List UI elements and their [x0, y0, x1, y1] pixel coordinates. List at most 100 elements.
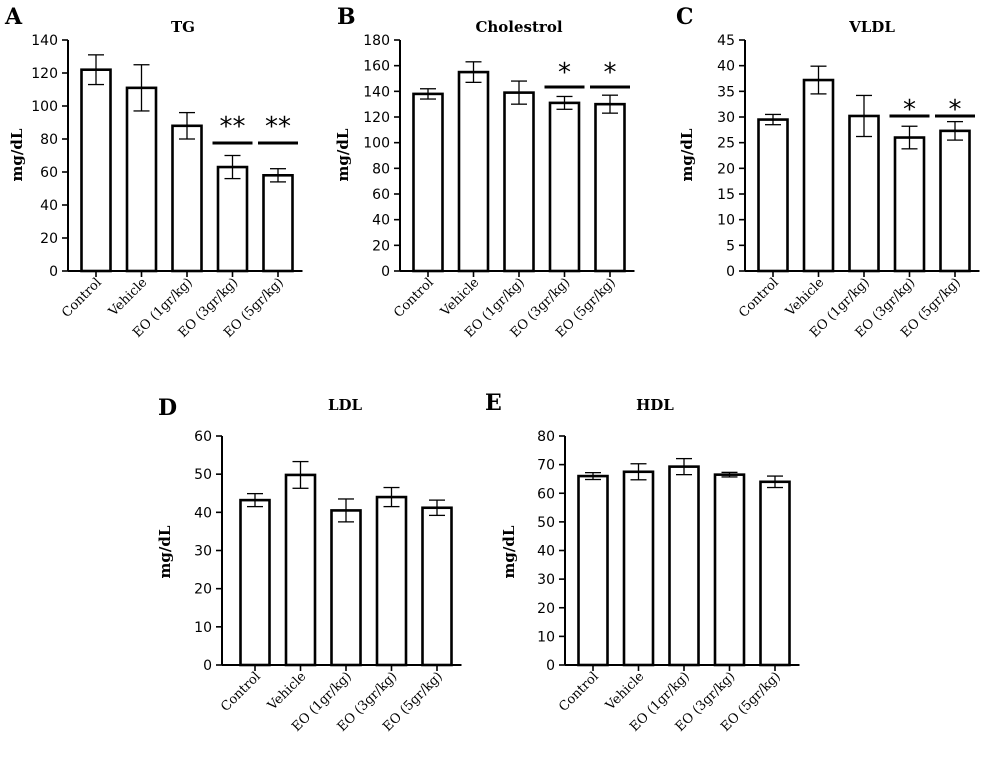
panel-e-y-tick-label: 50 — [537, 515, 555, 531]
panel-e-y-axis-label: mg/dL — [500, 525, 518, 578]
panel-e-x-tick-label: Control — [556, 669, 602, 715]
panel-e-letter: E — [485, 390, 502, 416]
panel-b-letter: B — [337, 4, 356, 30]
panel-d-bar — [330, 509, 362, 667]
panel-e-y-tick-label: 30 — [537, 572, 555, 588]
panel-b-x-tick-label: Vehicle — [437, 275, 482, 320]
panel-b-y-tick-label: 40 — [372, 213, 390, 229]
panel-a-letter: A — [4, 4, 23, 30]
panel-d-y-tick-label: 40 — [194, 505, 212, 521]
panel-e-title: HDL — [636, 396, 674, 414]
panel-c-y-tick-label: 10 — [717, 213, 735, 229]
panel-c-y-axis-label: mg/dL — [678, 128, 696, 181]
panel-b-significance-mark: * — [558, 58, 571, 88]
panel-a-y-tick-label: 0 — [49, 264, 58, 280]
panel-e-bar — [668, 465, 700, 667]
panel-d-y-tick-label: 60 — [194, 429, 212, 445]
panel-a-bar — [216, 165, 249, 273]
panel-a-y-tick-label: 60 — [40, 165, 58, 181]
panel-c-bar — [757, 118, 789, 273]
panel-e-y-tick-label: 40 — [537, 544, 555, 560]
panel-a-x-tick-label: Control — [59, 275, 105, 321]
panel-b-bar — [548, 101, 581, 273]
panel-a-bar — [125, 86, 158, 273]
panel-d-bar — [421, 506, 453, 667]
panel-e-y-tick-label: 20 — [537, 601, 555, 617]
panel-e-y-tick-label: 10 — [537, 629, 555, 645]
panel-b-bar — [457, 70, 490, 273]
panel-a-y-axis-label: mg/dL — [8, 128, 26, 181]
panel-b-bar — [503, 91, 535, 273]
panel-c-x-tick-label: Vehicle — [782, 275, 827, 320]
panel-c-bar — [893, 136, 926, 273]
panel-a-y-tick-label: 120 — [31, 66, 58, 82]
panel-b-y-tick-label: 120 — [363, 110, 390, 126]
panel-c-y-tick-label: 0 — [726, 264, 735, 280]
panel-b-y-tick-label: 140 — [363, 84, 390, 100]
panel-e-bar — [577, 474, 609, 667]
panel-e-bar — [713, 473, 746, 667]
panel-b-x-tick-label: Control — [391, 275, 437, 321]
panel-d-y-tick-label: 10 — [194, 620, 212, 636]
panel-d-y-tick-label: 30 — [194, 544, 212, 560]
panel-d-y-tick-label: 0 — [203, 658, 212, 674]
panel-e-y-tick-label: 80 — [537, 429, 555, 445]
panel-a-bar — [171, 124, 203, 273]
panel-b-y-tick-label: 80 — [372, 161, 390, 177]
panel-c-x-tick-label: Control — [736, 275, 782, 321]
panel-d-x-tick-label: Vehicle — [264, 669, 309, 714]
panel-d-title: LDL — [328, 396, 363, 414]
panel-e-y-tick-label: 70 — [537, 458, 555, 474]
panel-c-y-tick-label: 30 — [717, 110, 735, 126]
panel-b-y-tick-label: 20 — [372, 238, 390, 254]
panel-c-y-tick-label: 5 — [726, 238, 735, 254]
panel-a-y-tick-label: 100 — [31, 99, 58, 115]
panel-c-title: VLDL — [848, 18, 895, 36]
panel-e-y-tick-label: 60 — [537, 486, 555, 502]
panel-c-y-tick-label: 25 — [717, 136, 735, 152]
panel-c-letter: C — [676, 4, 694, 30]
panel-d-bar — [375, 495, 408, 667]
panel-a-y-tick-label: 20 — [40, 231, 58, 247]
panel-e-bar — [622, 470, 655, 667]
panel-a-y-tick-label: 140 — [31, 33, 58, 49]
panel-d-y-tick-label: 50 — [194, 467, 212, 483]
panel-d-bar — [239, 498, 271, 667]
panel-a-bar — [80, 68, 112, 273]
panel-b-y-tick-label: 100 — [363, 136, 390, 152]
panel-b-y-tick-label: 180 — [363, 33, 390, 49]
panel-d-x-tick-label: Control — [218, 669, 264, 715]
panel-a-significance-mark: ** — [220, 112, 246, 142]
panel-a-y-tick-label: 80 — [40, 132, 58, 148]
panel-d-bar — [284, 473, 317, 667]
panel-a-x-tick-label: Vehicle — [105, 275, 150, 320]
panel-b-y-tick-label: 60 — [372, 187, 390, 203]
panel-b-significance-mark: * — [604, 58, 617, 88]
panel-b-y-tick-label: 0 — [381, 264, 390, 280]
panel-c-bar — [802, 78, 835, 273]
panel-c-significance-mark: * — [949, 95, 962, 125]
panel-c-y-tick-label: 40 — [717, 59, 735, 75]
panel-b-title: Cholestrol — [475, 18, 562, 36]
panel-a-significance-mark: ** — [265, 112, 291, 142]
panel-e-y-tick-label: 0 — [546, 658, 555, 674]
panel-c-y-tick-label: 35 — [717, 84, 735, 100]
panel-b-y-tick-label: 160 — [363, 59, 390, 75]
panel-a-title: TG — [171, 18, 195, 36]
panel-c-bar — [939, 129, 971, 273]
panel-c-bar — [848, 114, 880, 273]
panel-a-bar — [262, 174, 294, 273]
panel-c-y-tick-label: 15 — [717, 187, 735, 203]
panel-a-y-tick-label: 40 — [40, 198, 58, 214]
panel-b-y-axis-label: mg/dL — [334, 128, 352, 181]
panel-c-significance-mark: * — [903, 95, 916, 125]
panel-c-y-tick-label: 20 — [717, 161, 735, 177]
panel-e-bar — [759, 480, 791, 667]
panel-c-y-tick-label: 45 — [717, 33, 735, 49]
panel-d-letter: D — [158, 395, 177, 421]
panel-d-y-axis-label: mg/dL — [156, 525, 174, 578]
panel-d-y-tick-label: 20 — [194, 582, 212, 598]
panel-e-x-tick-label: Vehicle — [602, 669, 647, 714]
panel-b-bar — [412, 92, 444, 273]
